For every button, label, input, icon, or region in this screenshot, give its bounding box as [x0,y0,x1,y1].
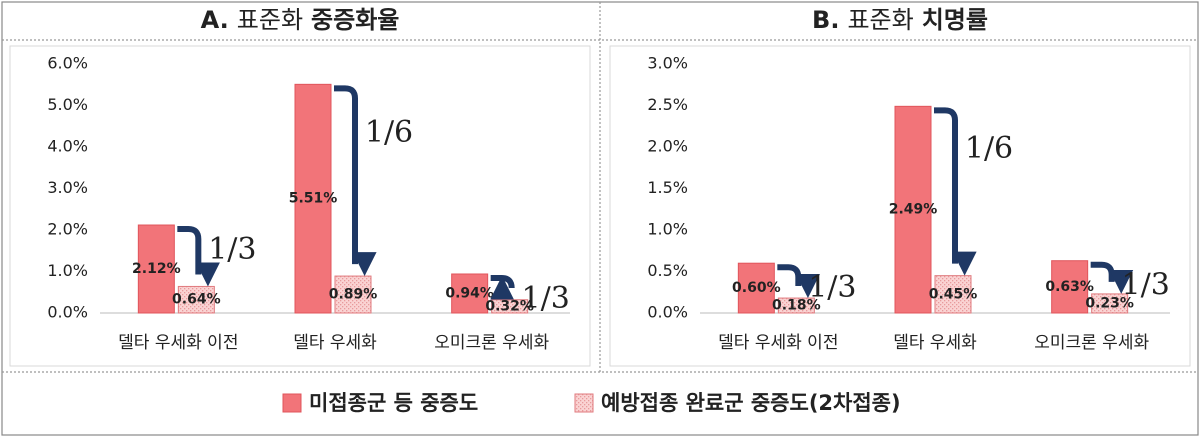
bar [894,105,932,314]
value-label: 0.32% [485,298,534,314]
reduction-annotation: 1/6 [965,131,1013,166]
legend-label: 미접종군 등 중증도 [309,391,478,415]
reduction-arrow [177,226,220,287]
reduction-arrow [1090,261,1134,294]
y-tick-label: 3.0% [647,54,688,73]
bar [451,273,489,314]
reduction-annotation: 1/3 [808,270,856,305]
value-label: 2.49% [889,202,938,218]
y-tick-label: 2.0% [47,220,88,239]
reduction-annotation: 1/6 [365,115,413,150]
value-label: 0.23% [1085,295,1134,311]
reduction-arrow [334,85,377,277]
value-label: 0.94% [445,285,494,301]
value-label: 0.64% [172,292,221,308]
x-tick-label: 오미크론 우세화 [434,333,549,353]
reduction-annotation: 1/3 [522,281,570,316]
value-label: 0.45% [929,286,978,302]
y-tick-label: 1.0% [47,261,88,280]
value-label: 0.63% [1045,279,1094,295]
reduction-arrow [934,107,977,276]
reduction-annotation: 1/3 [208,232,256,267]
bar [934,275,972,314]
title-part: B. [812,6,839,34]
y-tick-label: 4.0% [47,137,88,156]
legend-swatch [282,393,302,413]
bar [1051,260,1089,314]
value-label: 0.60% [732,280,781,296]
bar [737,262,775,314]
panel-title: B. 표준화 치명률 [812,6,988,34]
panel-title: A. 표준화 중증화율 [201,6,400,34]
bar [334,275,372,314]
bar [294,83,332,314]
y-tick-label: 1.5% [647,178,688,197]
y-tick-label: 5.0% [47,95,88,114]
x-tick-label: 오미크론 우세화 [1034,333,1149,353]
value-label: 0.89% [329,287,378,303]
y-tick-label: 2.0% [647,137,688,156]
reduction-annotation: 1/3 [1122,268,1170,303]
y-tick-label: 6.0% [47,54,88,73]
y-tick-label: 3.0% [47,178,88,197]
plot-frame [609,45,1191,367]
legend-swatch [574,393,594,413]
title-part: 중증화율 [311,6,399,34]
bar [491,299,529,314]
x-tick-label: 델타 우세화 이전 [118,333,238,353]
reduction-arrow [490,274,515,300]
legend-label: 예방접종 완료군 중증도(2차접종) [601,391,901,415]
bar [1091,293,1129,314]
x-tick-label: 델타 우세화 이전 [718,333,838,353]
x-tick-label: 델타 우세화 [893,333,977,353]
y-tick-label: 0.5% [647,261,688,280]
plot-frame [9,45,591,367]
value-label: 0.18% [772,298,821,314]
bar [137,224,175,314]
reduction-arrow [777,264,820,299]
bar [177,285,215,314]
title-part: 표준화 [237,6,303,34]
y-tick-label: 0.0% [647,303,688,322]
title-part: 표준화 [847,6,913,34]
y-tick-label: 1.0% [647,220,688,239]
title-part: A. [201,6,229,34]
title-part: 치명률 [922,6,988,34]
y-tick-label: 2.5% [647,95,688,114]
value-label: 5.51% [289,191,338,207]
y-tick-label: 0.0% [47,303,88,322]
x-tick-label: 델타 우세화 [293,333,377,353]
value-label: 2.12% [132,261,181,277]
